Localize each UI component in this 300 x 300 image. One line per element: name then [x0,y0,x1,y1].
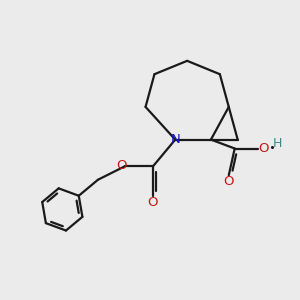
Text: O: O [148,196,158,209]
Text: N: N [170,133,180,146]
Text: O: O [259,142,269,155]
Text: H: H [273,137,283,150]
Text: O: O [223,175,233,188]
Text: O: O [116,159,126,172]
